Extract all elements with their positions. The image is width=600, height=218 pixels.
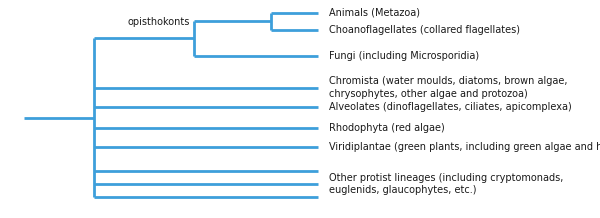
Text: Viridiplantae (green plants, including green algae and higher plants): Viridiplantae (green plants, including g…: [329, 142, 600, 152]
Text: Chromista (water moulds, diatoms, brown algae,
chrysophytes, other algae and pro: Chromista (water moulds, diatoms, brown …: [329, 77, 568, 99]
Text: opisthokonts: opisthokonts: [127, 17, 190, 27]
Text: Fungi (including Microsporidia): Fungi (including Microsporidia): [329, 51, 479, 61]
Text: Animals (Metazoa): Animals (Metazoa): [329, 8, 421, 18]
Text: Alveolates (dinoflagellates, ciliates, apicomplexa): Alveolates (dinoflagellates, ciliates, a…: [329, 102, 572, 112]
Text: Rhodophyta (red algae): Rhodophyta (red algae): [329, 123, 445, 133]
Text: Other protist lineages (including cryptomonads,
euglenids, glaucophytes, etc.): Other protist lineages (including crypto…: [329, 173, 564, 195]
Text: Choanoflagellates (collared flagellates): Choanoflagellates (collared flagellates): [329, 25, 520, 35]
